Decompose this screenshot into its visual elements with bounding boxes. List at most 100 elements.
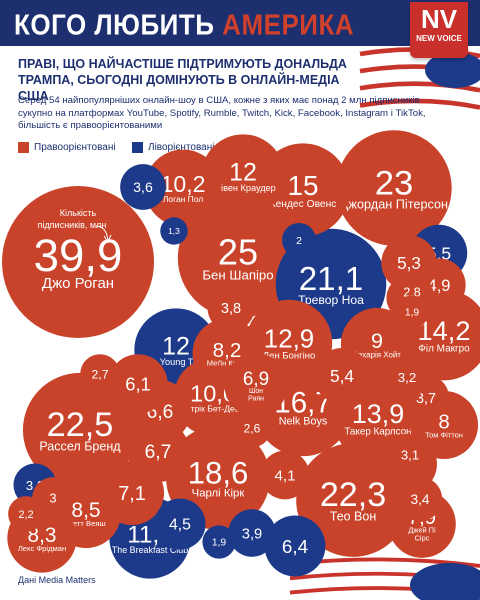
bubble-value: 7,1 — [118, 483, 146, 505]
bubble-value: 2,7 — [91, 367, 108, 381]
title-part-2: АМЕРИКА — [222, 8, 355, 41]
bubble-value: 8,5 — [71, 499, 100, 522]
bubble-circle — [388, 433, 432, 477]
title-part-1: КОГО ЛЮБИТЬ — [14, 8, 215, 41]
bubble-value: 4,5 — [169, 517, 191, 534]
bubble-circle — [120, 164, 166, 210]
bubble-value: 6,7 — [145, 442, 172, 463]
legend-swatch-left — [132, 141, 143, 153]
legend-label-right: Правоорієнтовані — [34, 141, 116, 153]
bubble-label: Метт Веяш — [66, 519, 106, 528]
bubble-label: Стівен Краудер — [210, 183, 276, 193]
bubble-circle — [160, 217, 188, 245]
bubble-label: Чарлі Кірк — [192, 488, 246, 500]
bubble-value: 6,4 — [282, 536, 308, 557]
bubble-circle — [232, 408, 272, 448]
nv-logo: NV NEW VOICE — [410, 2, 468, 58]
bubble-label: Джордан Пітерсон — [340, 198, 448, 212]
bubble: 3,1 — [388, 433, 432, 477]
bubble: 6,4 — [264, 515, 326, 577]
bubble-circle — [144, 149, 222, 227]
bubble-value: 21,1 — [299, 261, 364, 298]
bubble-circle — [224, 353, 288, 417]
subtitle: ПРАВІ, ЩО НАЙЧАСТІШЕ ПІДТРИМУЮТЬ ДОНАЛЬД… — [18, 57, 347, 103]
page-title: КОГО ЛЮБИТЬ АМЕРИКА — [14, 8, 354, 42]
bubble-value: 12 — [162, 333, 190, 361]
bubble: 3,8 — [207, 284, 255, 332]
bubble-value: 12,9 — [264, 326, 314, 354]
bubble-value: 18,6 — [188, 456, 249, 491]
bubble-value: 5,4 — [330, 366, 354, 386]
bubble: 2 — [281, 222, 317, 258]
logo-subtext: NEW VOICE — [416, 34, 462, 43]
bubble: 5,4 — [314, 348, 370, 404]
bubble-circle — [281, 222, 317, 258]
bubble-value: 3,1 — [401, 448, 419, 463]
chart-annotation: підписників, млн — [38, 220, 107, 230]
bubble-circle — [228, 509, 276, 557]
bubble-value: 8,2 — [213, 339, 242, 362]
bubble-value: 1,9 — [405, 308, 420, 319]
bubble-circle — [207, 284, 255, 332]
bubble-circle — [201, 134, 285, 218]
bubble-value: 6,9 — [243, 369, 269, 390]
bubble-value: 9 — [371, 328, 383, 353]
bubble: 1,9 — [395, 295, 429, 329]
annotation-arrow — [95, 225, 109, 241]
bubble-label: The Breakfast Club — [112, 545, 188, 555]
bubble-label: Раян — [248, 395, 264, 402]
bubble-value: 2,6 — [244, 421, 261, 435]
annotation-arrowhead — [103, 234, 112, 244]
bubble-circle — [108, 354, 168, 414]
bubble-label: Меґін Келлі — [207, 359, 248, 368]
bubble-label: Сірс — [415, 533, 430, 542]
bubble-circle — [22, 372, 138, 488]
bubble-label: Захарія Хойт — [353, 350, 401, 359]
bubble-label: Патрік Бет-Девід — [180, 403, 247, 413]
bubble-value: 22,3 — [320, 476, 386, 514]
bubble: 3,9 — [228, 509, 276, 557]
bubble-circle — [314, 348, 370, 404]
bubble: 4,5 — [154, 498, 206, 550]
bubble-circle — [264, 515, 326, 577]
bubble: 3,6 — [120, 164, 166, 210]
bubble-label: Nelk Boys — [279, 416, 328, 428]
header-bar: КОГО ЛЮБИТЬ АМЕРИКА — [0, 0, 480, 46]
bubble-label: Тео Вон — [330, 509, 377, 523]
bubble-value: 8 — [438, 412, 449, 434]
legend-right: Правоорієнтовані — [18, 140, 116, 154]
bubble-value: 1,3 — [168, 226, 180, 236]
bubble-value: 10,2 — [161, 171, 206, 197]
bubble-label: Такер Карлсон — [344, 426, 411, 437]
logo-text: NV — [420, 4, 458, 34]
bubble-label: Шон — [249, 388, 263, 395]
bubble-value: 22,5 — [47, 406, 114, 444]
bubble-label: Том Фіттон — [425, 431, 463, 440]
chart-annotation: Кількість — [60, 208, 97, 218]
bubble-circle — [154, 498, 206, 550]
bubble-value: 3,4 — [410, 492, 429, 507]
bubble-value: 8,3 — [28, 524, 57, 547]
bubble-value: 1,9 — [212, 538, 227, 549]
source-note: Дані Media Matters — [18, 575, 96, 585]
bubble-value: 4,9 — [428, 277, 451, 295]
bubble-value: 12 — [229, 159, 257, 187]
bubble-label: Тревор Ноа — [298, 293, 364, 307]
bubble-label: Кендес Овенс — [270, 199, 337, 210]
bubble-value: 3,7 — [416, 391, 436, 407]
bubble-value: 25 — [218, 232, 258, 273]
bubble-label: Філ Макгро — [418, 343, 470, 354]
bubble-circle — [260, 450, 310, 500]
bubble-value: 15 — [287, 170, 318, 201]
bubble-label: Бен Шапіро — [202, 267, 273, 282]
bubble-circle — [80, 354, 120, 394]
bubble-value: 2,2 — [18, 509, 33, 521]
bubble-value: 13,9 — [352, 399, 404, 429]
